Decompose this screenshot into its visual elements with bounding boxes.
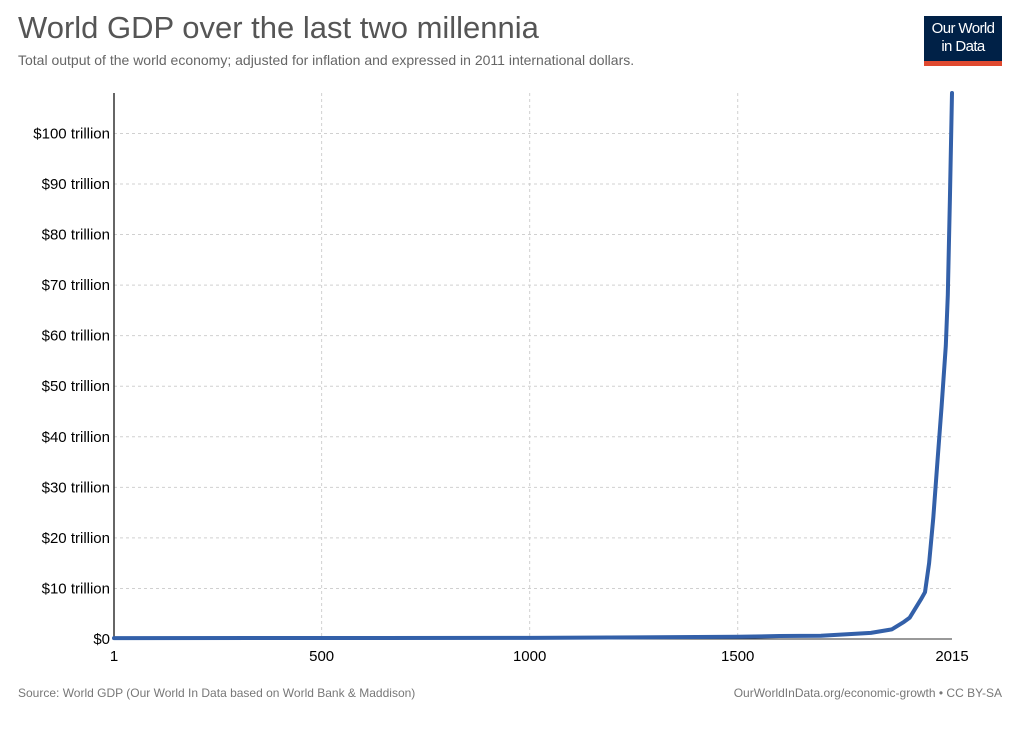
logo-accent-bar xyxy=(924,61,1002,66)
x-tick-label: 2015 xyxy=(935,648,968,665)
logo-line-1: Our World xyxy=(931,20,995,37)
y-tick-label: $80 trillion xyxy=(42,227,110,244)
logo-line-2: in Data xyxy=(941,38,985,55)
y-tick-label: $0 xyxy=(93,631,110,648)
y-tick-label: $50 trillion xyxy=(42,378,110,395)
chart-subtitle: Total output of the world economy; adjus… xyxy=(18,52,635,68)
y-tick-label: $10 trillion xyxy=(42,580,110,597)
chart-title: World GDP over the last two millennia xyxy=(18,10,539,45)
x-tick-label: 1 xyxy=(110,648,118,665)
grid-lines xyxy=(114,93,952,639)
y-tick-label: $90 trillion xyxy=(42,176,110,193)
x-tick-label: 500 xyxy=(309,648,334,665)
source-note: Source: World GDP (Our World In Data bas… xyxy=(18,686,416,700)
y-tick-label: $30 trillion xyxy=(42,479,110,496)
x-tick-label: 1500 xyxy=(721,648,754,665)
gdp-series-line xyxy=(112,91,954,641)
y-tick-label: $40 trillion xyxy=(42,429,110,446)
y-tick-label: $60 trillion xyxy=(42,328,110,345)
y-tick-label: $20 trillion xyxy=(42,530,110,547)
source-link[interactable]: OurWorldInData.org/economic-growth • CC … xyxy=(733,686,1002,700)
owid-logo[interactable]: Our World in Data xyxy=(924,16,1002,66)
y-tick-label: $70 trillion xyxy=(42,277,110,294)
x-tick-label: 1000 xyxy=(513,648,546,665)
y-tick-label: $100 trillion xyxy=(33,125,110,142)
